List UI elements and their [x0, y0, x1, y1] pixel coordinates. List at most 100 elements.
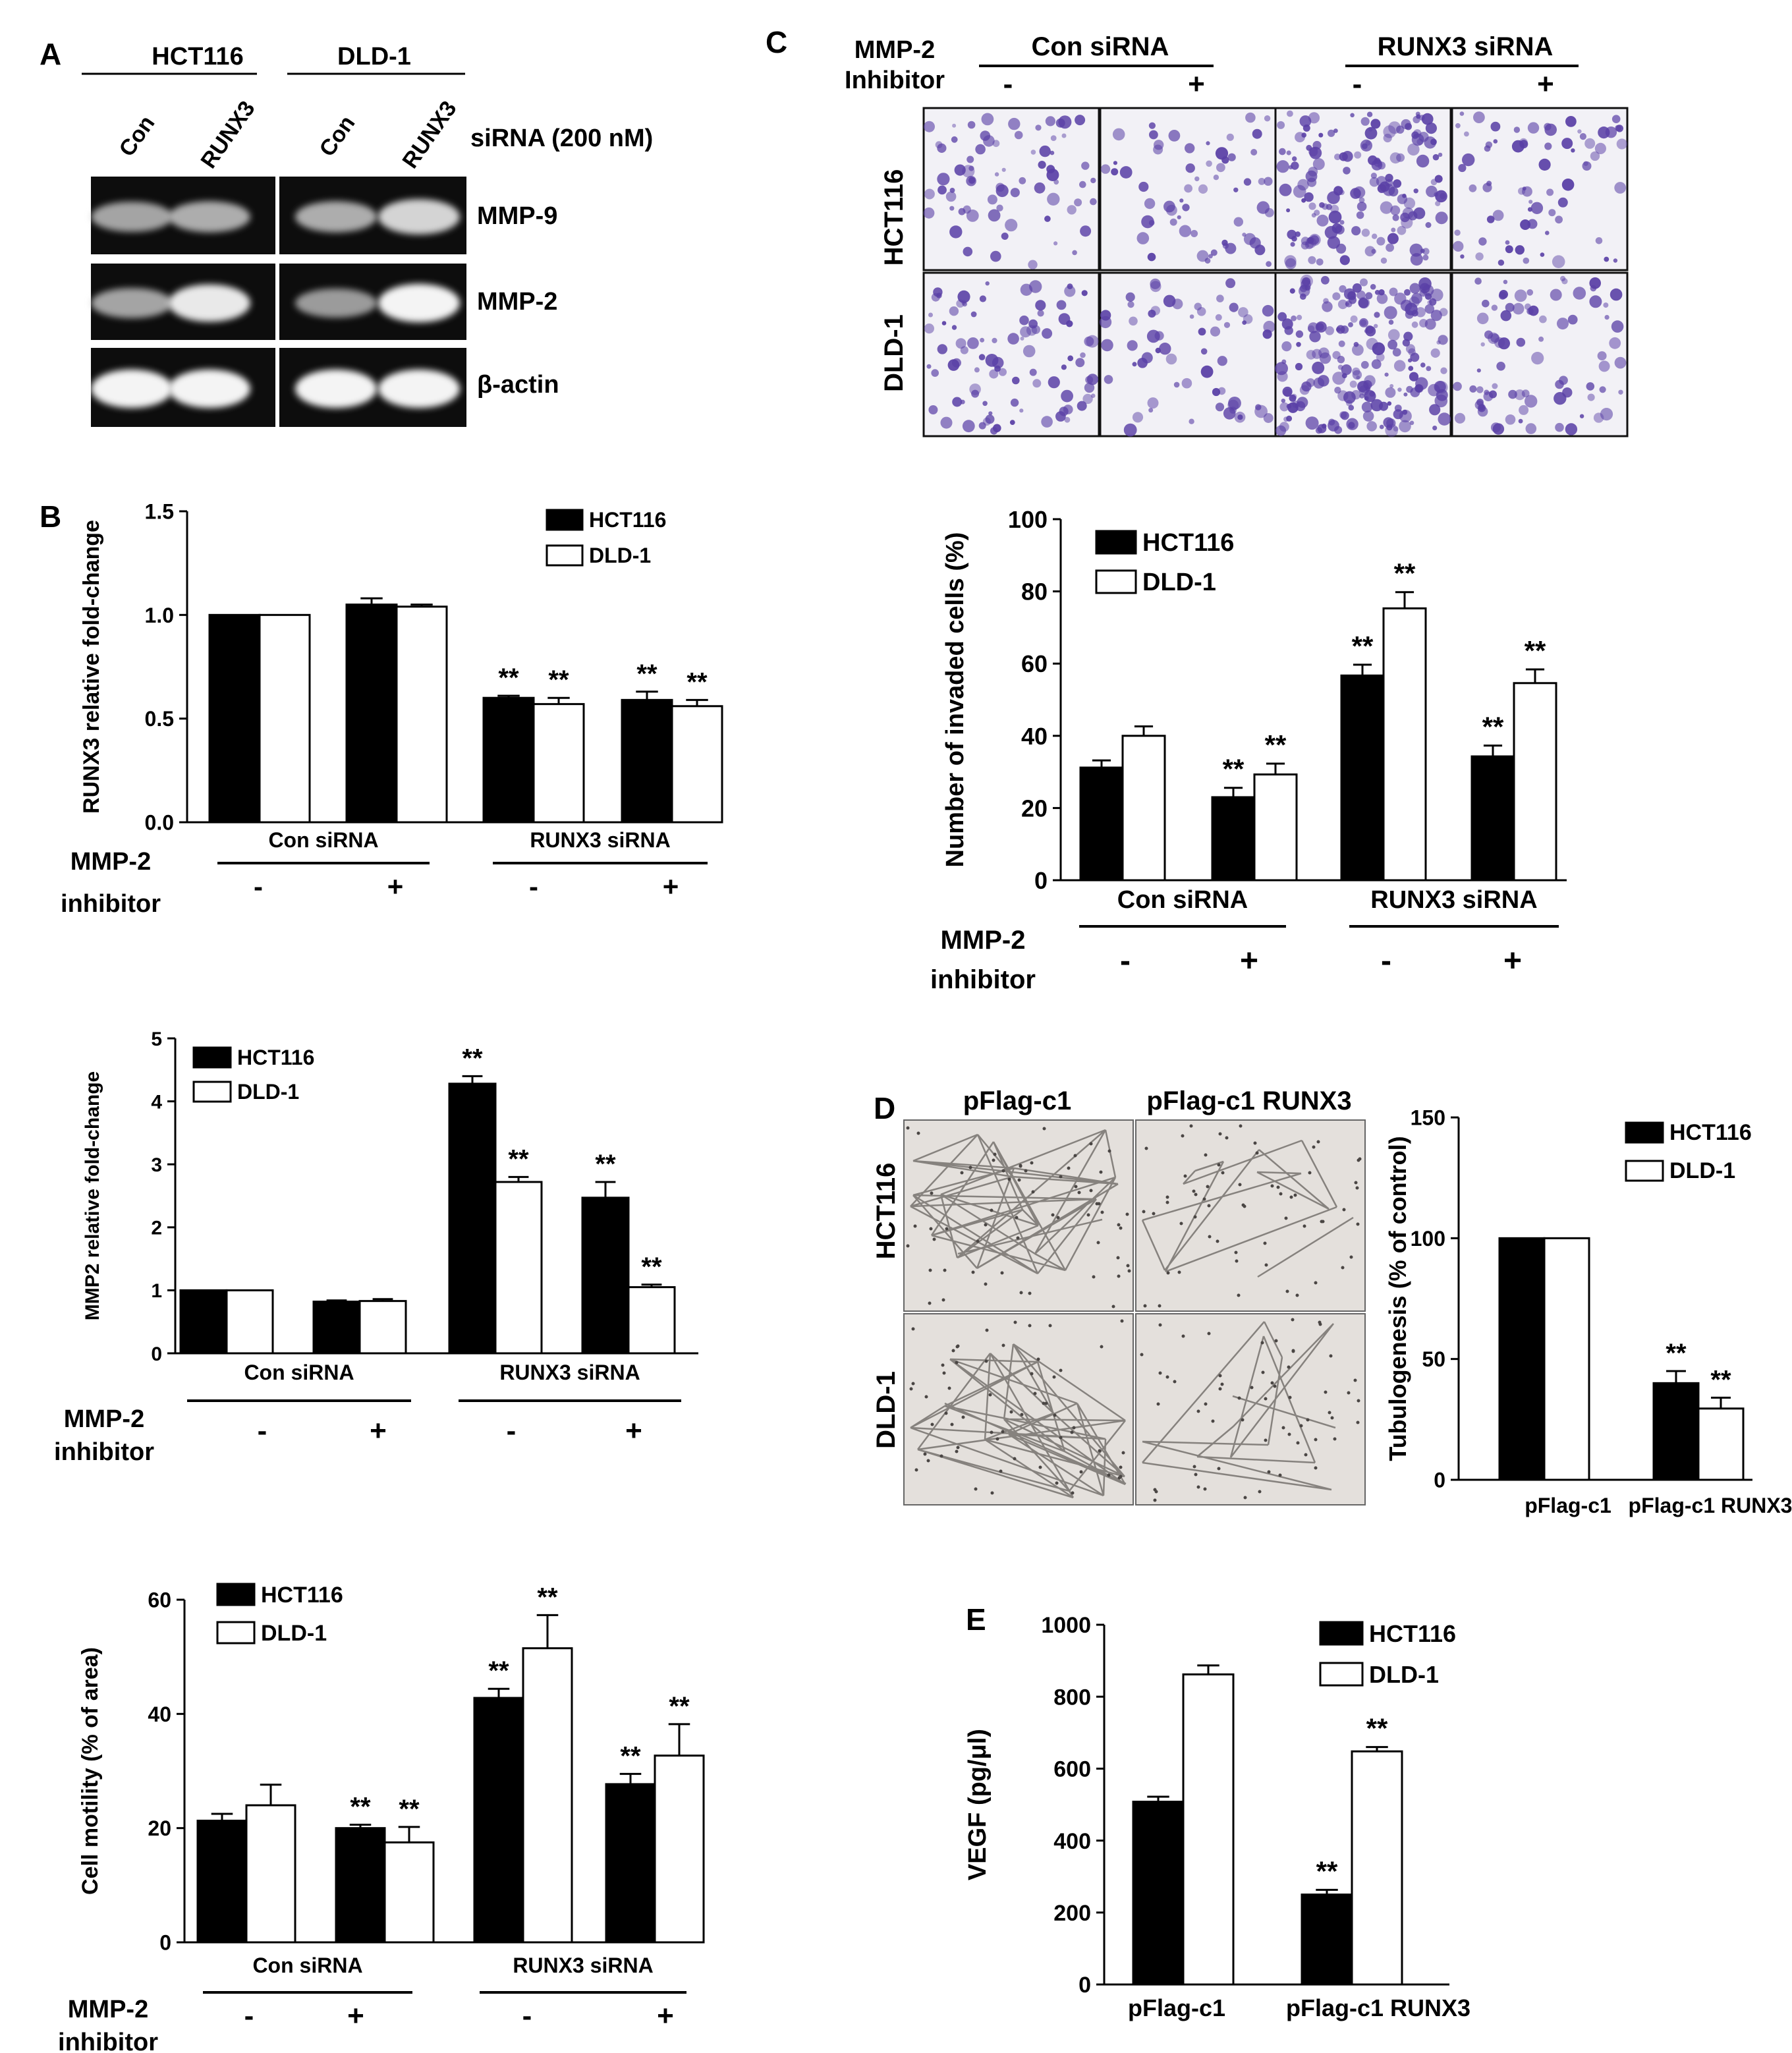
stained-cell — [1366, 337, 1378, 351]
stained-cell — [1314, 210, 1320, 216]
inhibitor-sign: + — [387, 871, 404, 902]
stained-cell — [1352, 283, 1362, 293]
stained-cell — [1213, 175, 1219, 181]
stained-cell — [968, 165, 974, 171]
cell-dot — [1072, 1426, 1076, 1430]
stained-cell — [1012, 376, 1020, 385]
cell-dot — [1291, 1318, 1295, 1322]
micrograph — [922, 107, 1100, 271]
stained-cell — [1410, 253, 1423, 266]
cell-dot — [1196, 1409, 1200, 1413]
stained-cell — [1464, 131, 1469, 137]
stained-cell — [1614, 356, 1627, 369]
stained-cell — [1609, 337, 1621, 349]
legend-swatch — [1319, 1621, 1364, 1646]
cell-dot — [1284, 1216, 1288, 1220]
bar — [1470, 755, 1515, 882]
significance-label: ** — [508, 1144, 529, 1173]
cell-dot — [1107, 1149, 1111, 1153]
stained-cell — [1538, 158, 1551, 171]
legend-swatch — [216, 1621, 256, 1645]
stained-cell — [981, 113, 994, 126]
y-tick-label: 200 — [1053, 1901, 1091, 1926]
stained-cell — [1406, 385, 1413, 393]
cell-dot — [1165, 1195, 1169, 1199]
stained-cell — [1372, 342, 1386, 356]
stained-cell — [1434, 192, 1439, 197]
stained-cell — [1438, 335, 1448, 345]
stained-cell — [1493, 139, 1498, 144]
stained-cell — [1419, 319, 1428, 327]
bar — [196, 1819, 248, 1944]
stained-cell — [1515, 245, 1525, 255]
stained-cell — [1132, 412, 1144, 423]
stained-cell — [1299, 285, 1308, 293]
stained-cell — [1458, 163, 1467, 173]
stained-cell — [988, 411, 993, 416]
stained-cell — [1242, 320, 1247, 325]
cell-dot — [1354, 1181, 1358, 1185]
cell-dot — [1193, 1215, 1197, 1219]
stained-cell — [1216, 163, 1225, 173]
stained-cell — [1393, 426, 1399, 432]
stained-cell — [1539, 315, 1547, 323]
stained-cell — [960, 399, 965, 405]
cell-dot — [1355, 1186, 1359, 1190]
cell-dot — [1166, 1271, 1170, 1275]
y-tick-label: 60 — [148, 1589, 171, 1612]
cell-dot — [1189, 1124, 1193, 1128]
cell-dot — [1127, 1269, 1131, 1273]
stained-cell — [1263, 320, 1275, 333]
stained-cell — [1090, 393, 1096, 398]
stained-cell — [1339, 220, 1345, 225]
stained-cell — [1409, 420, 1414, 426]
stained-cell — [1459, 111, 1465, 116]
row-label: DLD-1 — [872, 1371, 901, 1449]
stained-cell — [1019, 315, 1029, 325]
stained-cell — [1206, 141, 1210, 146]
stained-cell — [1475, 252, 1484, 261]
legend-label: DLD-1 — [261, 1621, 327, 1646]
cell-dot — [1001, 1343, 1005, 1347]
stained-cell — [1597, 351, 1607, 361]
stained-cell — [966, 210, 979, 222]
stained-cell — [1189, 314, 1194, 319]
stained-cell — [1144, 198, 1156, 210]
stained-cell — [978, 354, 986, 360]
stained-cell — [987, 194, 997, 205]
stained-cell — [1129, 316, 1138, 326]
significance-label: ** — [488, 1656, 509, 1685]
stained-cell — [1598, 360, 1610, 372]
stained-cell — [941, 321, 947, 325]
cell-dot — [1192, 1189, 1196, 1193]
cell-dot — [1051, 1213, 1055, 1217]
cell-dot — [990, 1491, 994, 1495]
inhibitor-label: MMP-2 — [64, 1405, 144, 1433]
stained-cell — [1163, 295, 1176, 308]
stained-cell — [1469, 385, 1477, 393]
cell-dot — [1181, 1334, 1185, 1338]
cell-dot — [1314, 1438, 1318, 1442]
stained-cell — [1525, 395, 1538, 408]
stained-cell — [1318, 347, 1330, 358]
stained-cell — [1279, 422, 1289, 432]
stained-cell — [1318, 375, 1330, 387]
lane-label: Con — [114, 111, 159, 161]
cell-dot — [1357, 1399, 1360, 1403]
stained-cell — [1266, 261, 1272, 267]
cell-dot — [1098, 1449, 1102, 1453]
group-label: Con siRNA — [1032, 32, 1169, 61]
legend-label: DLD-1 — [237, 1080, 299, 1104]
inhibitor-sign: - — [507, 1415, 517, 1447]
y-tick-label: 150 — [1411, 1106, 1445, 1130]
bar — [312, 1301, 361, 1355]
cell-dot — [1158, 1323, 1162, 1327]
stained-cell — [1351, 226, 1361, 236]
stained-cell — [1072, 250, 1077, 256]
cell-dot — [1263, 1241, 1267, 1245]
stained-cell — [1388, 186, 1399, 197]
gel-band — [91, 369, 173, 408]
cell-dot — [960, 1171, 964, 1175]
inhibitor-label: inhibitor — [61, 890, 161, 918]
stained-cell — [1615, 125, 1623, 132]
